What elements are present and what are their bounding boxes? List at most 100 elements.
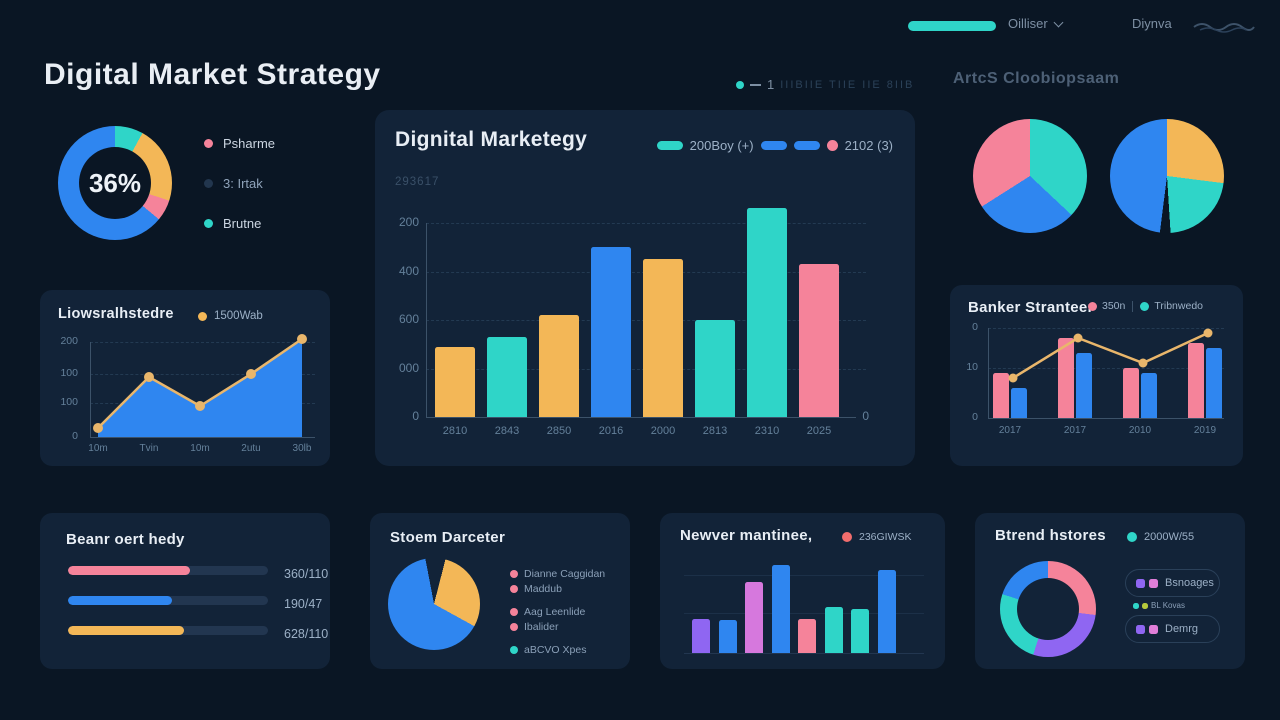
note-number: 1 [767,77,775,92]
y-axis [90,342,91,437]
legend-pill-icon [793,141,820,150]
legend-label: Maddub [524,582,562,595]
legend-item: Brutne [204,216,261,231]
progress-track [68,625,268,635]
legend-label: Tribnwedo [1154,300,1203,312]
x-tick-label: 2016 [598,425,624,437]
y-tick-label: 200 [60,335,78,347]
bar-series-1 [1188,343,1204,418]
nav-item-label: Diynva [1132,16,1172,31]
y-tick-label: 200 [398,215,419,229]
bar [878,570,896,653]
card-title: Beanr oert hedy [66,531,185,548]
legend-dot-icon [842,532,852,542]
badge-label: Demrg [1165,623,1199,635]
chart-legend: 236GIWSK [842,531,912,543]
pie-chart-right [1110,119,1224,233]
bar-series-1 [1123,368,1139,418]
chart-legend: 350n Tribnwedo [1088,300,1203,312]
legend-dot-icon [204,139,213,148]
legend-dot-icon [204,219,213,228]
note-ticks: IIIBIIE TIIE IIE 8IIB [780,78,915,91]
y-tick-label: 0 [412,409,419,423]
progress-fill [68,595,172,605]
topbar-accent-bar [908,21,996,31]
progress-value: 360/110 [284,567,329,581]
bar [772,565,790,653]
chart-legend: 2000W/55 [1127,531,1194,543]
filter-badge[interactable]: Bsnoages [1125,569,1220,597]
donut-hole [1017,578,1079,640]
x-tick-label: 2025 [806,425,832,437]
legend-label: 1500Wab [214,310,263,322]
legend-dot-icon [510,569,518,578]
area-chart-plot: 200 100 100 0 10m Tvin 10m 2utu 30lb [50,332,322,457]
legend-label: Psharme [223,136,276,151]
card-title: Banker Stranteer [968,299,1094,316]
progress-value: 628/110 [284,627,329,641]
bar-series-1 [1058,338,1074,418]
progress-fill [68,625,184,635]
progress-value: 190/47 [284,597,323,611]
legend-pill-icon [760,141,787,150]
trend-donut-chart [1000,561,1096,657]
legend-divider [1132,300,1134,312]
bar [539,315,579,417]
chart-legend: 200Boy (+) 2102 (3) [656,138,893,153]
mini-bars-card: Newver mantinee, 236GIWSK [660,513,945,669]
trend-donut-card: Btrend hstores 2000W/55 Bsnoages BL Kova… [975,513,1245,669]
area-line-series [50,332,322,462]
gridline [684,575,924,576]
combo-chart-card: Banker Stranteer 350n Tribnwedo 0 10 0 2017… [950,285,1243,466]
y-tick-label: 0 [972,321,978,333]
nav-item-1[interactable]: Oilliser [1008,16,1064,31]
legend-dot-icon [198,311,207,321]
badge-dot-icon [1136,578,1145,588]
y-tick-label: 0 [972,411,978,423]
badge-dot-icon [1136,624,1145,634]
bar [745,582,763,653]
bar-series-2 [1011,388,1027,418]
bar [435,347,475,417]
nav-item-label: Oilliser [1008,16,1048,31]
bar [643,259,683,417]
x-tick-label: 10m [88,443,108,454]
x-tick-label: 30lb [292,443,312,454]
bar [695,320,735,417]
legend-label: 2000W/55 [1144,531,1195,543]
page-title: Digital Market Strategy [44,58,381,91]
x-tick-label: 2810 [442,425,468,437]
legend-label: 236GIWSK [859,531,912,543]
progress-card: Beanr oert hedy 360/110 190/47 628/110 [40,513,330,669]
chart-legend: 1500Wab [198,310,263,322]
combo-chart-plot: 0 10 0 2017 2017 2010 2019 [962,321,1230,455]
y-tick-label: 100 [60,367,78,379]
legend-pill-icon [656,141,683,150]
chart-legend: Dianne Caggidan Maddub Aag Leenlide Ibal… [510,566,605,657]
legend-dot-icon [826,140,838,151]
legend-dot-icon [510,607,518,616]
card-title: Btrend hstores [995,527,1106,544]
pie-chart-left [973,119,1087,233]
progress-track [68,565,268,575]
pie-card: Stoem Darceter Dianne Caggidan Maddub Aa… [370,513,630,669]
nav-item-2[interactable]: Diynva [1132,16,1172,31]
legend-dot-icon [204,179,213,188]
y-axis [988,328,989,418]
donut-hole: 36% [79,147,151,219]
legend-item: Aag Leenlide [510,604,605,619]
filter-badge[interactable]: Demrg [1125,615,1220,643]
badge-dot-icon [1149,624,1158,634]
badge-dot-icon [1149,578,1158,588]
main-chart-card: Dignital Marketegy 200Boy (+) 2102 (3) 2… [375,110,915,466]
legend-label: 200Boy (+) [689,138,754,153]
x-tick-label: 10m [190,443,210,454]
card-title: Newver mantinee, [680,527,813,544]
legend-label: 3: Irtak [223,176,263,191]
gridline [426,223,866,224]
bar [851,609,869,653]
card-title: Stoem Darceter [390,529,506,546]
bar [825,607,843,653]
legend-dot-icon [1127,532,1137,542]
